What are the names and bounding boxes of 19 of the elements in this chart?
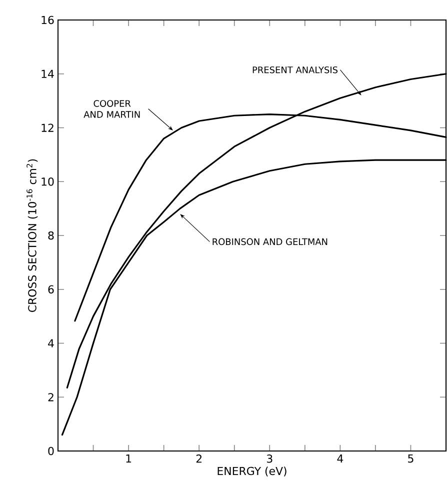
y-axis-title: CROSS SECTION (10$^{-16}$ cm$^{2}$) — [26, 159, 38, 312]
y-tick-label: 2 — [48, 393, 54, 402]
x-tick-label: 4 — [337, 454, 344, 463]
y-tick-label: 6 — [48, 285, 54, 294]
y-tick-label: 14 — [42, 70, 54, 78]
annotation: COOPER AND MARTIN — [84, 100, 140, 118]
annotation: PRESENT ANALYSIS — [252, 66, 338, 74]
y-tick-label: 4 — [48, 339, 54, 348]
annotation: ROBINSON AND GELTMAN — [212, 238, 328, 246]
x-axis-title: ENERGY (eV) — [218, 466, 286, 476]
y-tick-label: 10 — [42, 177, 54, 186]
x-tick-label: 5 — [408, 454, 414, 463]
x-tick-label: 1 — [126, 454, 132, 463]
y-tick-label: 12 — [42, 124, 54, 132]
y-tick-label: 8 — [48, 231, 54, 240]
y-tick-label: 0 — [48, 446, 54, 456]
x-tick-label: 3 — [266, 454, 272, 463]
x-tick-label: 2 — [196, 454, 202, 463]
y-tick-label: 16 — [42, 16, 54, 24]
